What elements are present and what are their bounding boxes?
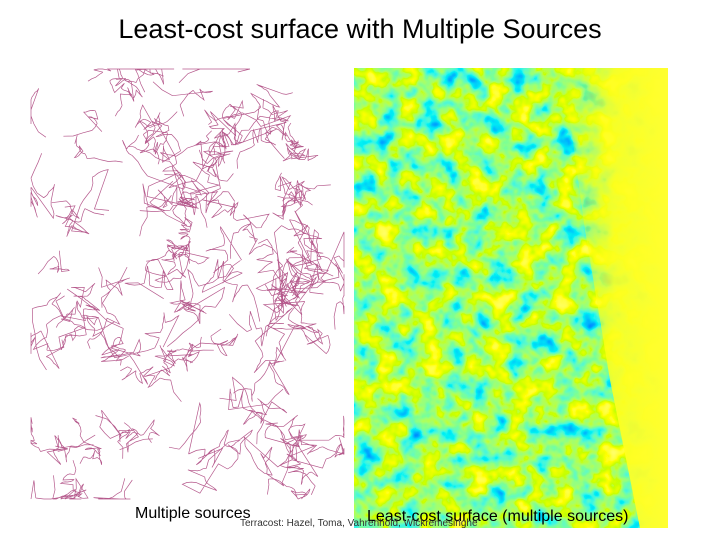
credit: Terracost: Hazel, Toma, Vahrenhold, Wick… [240, 518, 478, 529]
slide-title: Least-cost surface with Multiple Sources [118, 14, 601, 44]
stream-network [30, 68, 345, 500]
cost-surface [354, 68, 668, 528]
right-caption: Least-cost surface (multiple sources) [367, 508, 628, 525]
streams [30, 68, 345, 500]
left-caption: Multiple sources [135, 505, 251, 522]
stream-map [30, 68, 345, 500]
